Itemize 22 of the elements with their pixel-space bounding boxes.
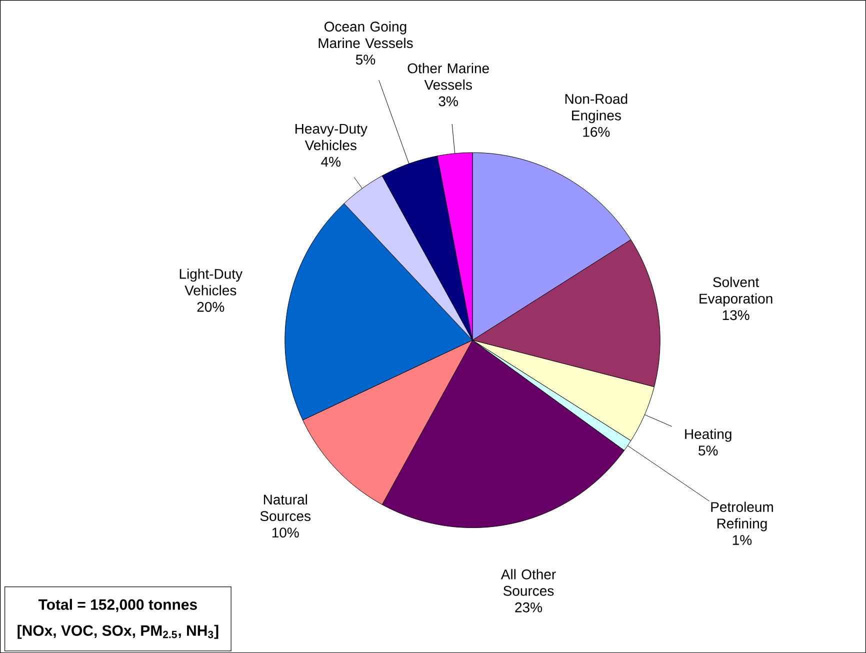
slice-label: All Other Sources [500, 569, 556, 596]
slice-label: Solvent Evaporation [700, 276, 772, 306]
data-label: 13% [722, 310, 750, 320]
slice-label: Non-Road Engines [565, 94, 628, 124]
data-label: 10% [272, 528, 299, 538]
text: [NOx, VOC, SOx, PM$_{2.5}$, NH$_{3}$] [18, 624, 218, 639]
data-label: 5% [698, 446, 718, 456]
text: Total = 152,000 tonnes [38, 598, 197, 612]
data-label: 23% [515, 602, 542, 612]
slice-label: Other Marine Vessels [408, 62, 489, 90]
slice-label: Light-Duty Vehicles [180, 268, 242, 296]
slice-label: Heating [685, 428, 732, 442]
data-label: 1% [732, 535, 752, 545]
data-label: 5% [356, 54, 376, 65]
data-label: 3% [438, 96, 458, 106]
slice-label: Heavy-Duty Vehicles [295, 124, 368, 150]
data-label: 20% [197, 302, 224, 312]
slice-label: Petroleum Refining [711, 502, 773, 532]
slice-label: Natural Sources [260, 494, 311, 521]
data-label: 4% [321, 156, 341, 167]
slice-label: Ocean Going Marine Vessels [318, 21, 413, 48]
data-label: 16% [583, 126, 610, 137]
